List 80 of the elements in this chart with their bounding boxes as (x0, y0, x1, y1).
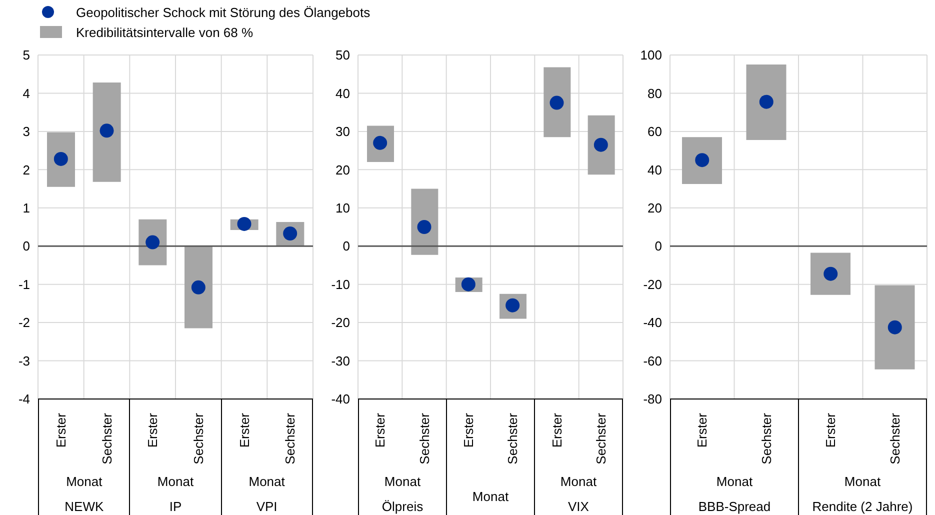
y-tick-label: -80 (643, 392, 662, 407)
y-tick-label: -60 (643, 353, 662, 368)
point (594, 138, 608, 152)
y-tick-label: 80 (648, 86, 662, 101)
text: Rendite (2 Jahre) (811, 499, 914, 515)
y-tick-label: 40 (648, 162, 662, 178)
y-tick-label: 20 (336, 162, 350, 178)
y-tick-label: 0 (342, 238, 350, 254)
text: Monat (559, 474, 598, 491)
y-tick-label: -10 (331, 276, 350, 292)
y-tick-label: 60 (648, 124, 662, 140)
bar (874, 285, 915, 370)
legend-label: Geopolitischer Schock mit Störung des Ölangebots (76, 4, 370, 20)
y-tick-label: -30 (331, 353, 350, 368)
text: VPI (255, 499, 278, 515)
point (888, 320, 902, 334)
text: Monat (65, 474, 104, 491)
x-tick-label: Sechster (282, 412, 298, 464)
x-tick-label: Erster (372, 412, 388, 448)
point (550, 96, 564, 110)
text: Ölpreis (380, 499, 424, 515)
x-tick-label: Erster (460, 412, 476, 448)
y-tick-label: 0 (654, 238, 662, 254)
y-tick-label: 40 (336, 86, 350, 101)
text: Monat (156, 474, 195, 491)
y-tick-label: 20 (648, 200, 662, 216)
y-tick-label: 2 (22, 162, 30, 178)
y-tick-label: 1 (22, 200, 30, 216)
y-tick-label: 30 (336, 124, 350, 140)
y-tick-label: 4 (22, 86, 30, 101)
y-tick-label: -3 (18, 353, 30, 368)
y-tick-label: 50 (336, 48, 350, 63)
text: Monat (471, 489, 510, 506)
y-tick-label: -40 (331, 392, 350, 407)
y-tick-label: 0 (22, 238, 30, 254)
point (417, 220, 432, 234)
x-tick-label: Erster (549, 412, 564, 448)
bar (544, 67, 571, 138)
point (759, 94, 774, 109)
point (191, 280, 206, 294)
x-tick-label: Erster (694, 412, 710, 448)
y-tick-label: -20 (643, 276, 662, 292)
bar (746, 64, 786, 140)
x-tick-label: Sechster (593, 412, 608, 464)
text: Monat (843, 474, 882, 491)
x-tick-label: Sechster (416, 412, 432, 464)
y-tick-label: 3 (22, 124, 30, 140)
y-tick-label: -20 (331, 315, 350, 330)
text: NEWK (64, 499, 105, 515)
x-tick-label: Erster (53, 412, 68, 448)
text: VIX (567, 499, 590, 515)
x-tick-label: Sechster (190, 412, 206, 464)
bar (92, 82, 121, 182)
y-tick-label: 10 (336, 200, 350, 216)
y-tick-label: -1 (18, 276, 30, 292)
text: Monat (248, 474, 286, 491)
legend-label: Kredibilitätsintervalle von 68 % (76, 24, 254, 40)
x-tick-label: Sechster (505, 412, 520, 464)
x-tick-label: Sechster (99, 412, 114, 464)
y-tick-label: -4 (18, 392, 30, 407)
text: IP (168, 499, 183, 515)
x-tick-label: Erster (823, 412, 838, 448)
bar (588, 115, 615, 175)
text: BBB-Spread (697, 499, 772, 515)
text: Monat (715, 474, 754, 491)
point (100, 124, 114, 138)
y-tick-label: -40 (643, 315, 662, 330)
y-tick-label: 100 (640, 48, 662, 63)
y-tick-label: 5 (22, 48, 30, 63)
bar (184, 246, 212, 328)
y-tick-label: -2 (18, 315, 30, 330)
x-tick-label: Erster (145, 412, 160, 448)
text: Monat (383, 474, 422, 491)
x-tick-label: Sechster (887, 412, 902, 464)
point (237, 216, 252, 231)
x-tick-label: Sechster (758, 412, 774, 464)
point (461, 277, 476, 292)
x-tick-label: Erster (236, 412, 252, 448)
bar (810, 252, 850, 295)
bar (682, 137, 722, 184)
